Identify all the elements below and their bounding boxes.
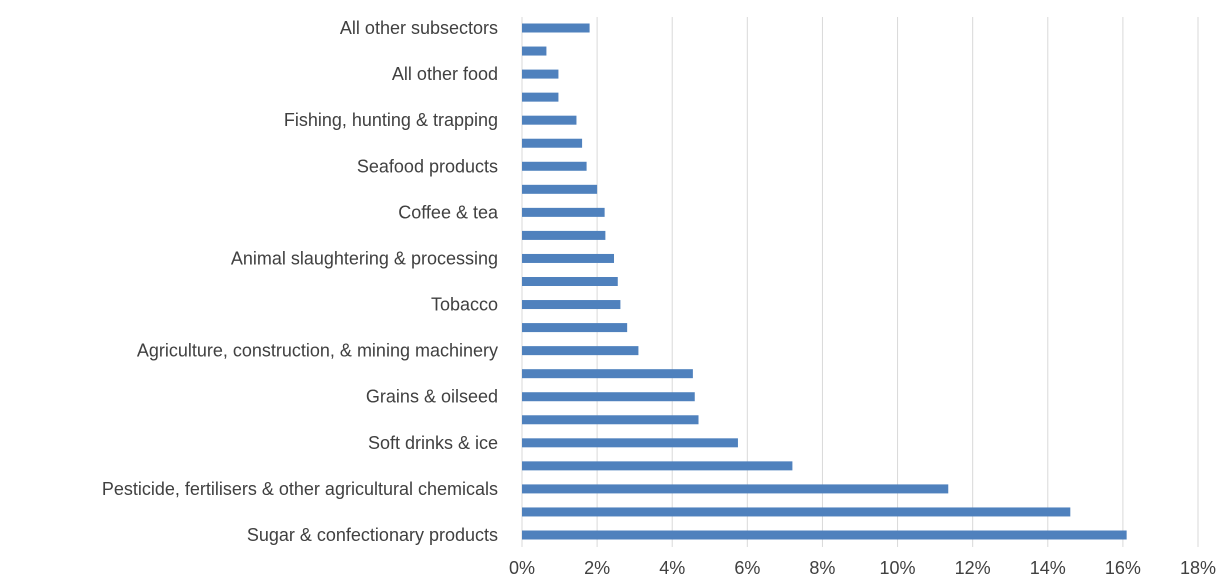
category-label: All other food: [392, 64, 498, 84]
category-label: Animal slaughtering & processing: [231, 248, 498, 268]
bar: [522, 277, 618, 286]
bar: [522, 46, 547, 56]
category-label: Sugar & confectionary products: [247, 525, 498, 545]
bars: [522, 23, 1127, 540]
x-tick-label: 12%: [955, 558, 991, 578]
bar: [522, 115, 577, 125]
bar: [522, 369, 693, 379]
bar: [522, 507, 1071, 517]
bar: [522, 392, 695, 402]
category-label: Agriculture, construction, & mining mach…: [137, 341, 498, 361]
category-label: Grains & oilseed: [366, 387, 498, 407]
bar: [522, 461, 793, 471]
x-tick-label: 6%: [734, 558, 760, 578]
bar: [522, 253, 615, 263]
category-labels: All other subsectors All other food Fishin…: [102, 18, 499, 545]
bar: [522, 415, 699, 425]
category-label: Tobacco: [431, 295, 498, 315]
bar: [522, 300, 621, 310]
category-label: Fishing, hunting & trapping: [284, 110, 498, 130]
bar: [522, 161, 587, 171]
bar: [522, 138, 583, 148]
bar: [522, 230, 606, 240]
bar: [522, 346, 639, 356]
category-label: Soft drinks & ice: [368, 433, 498, 453]
bar: [522, 207, 605, 217]
bar: [522, 323, 628, 333]
x-tick-label: 16%: [1105, 558, 1141, 578]
bar: [522, 69, 559, 79]
x-tick-label: 10%: [880, 558, 916, 578]
gridlines: [521, 17, 1199, 547]
x-tick-label: 0%: [509, 558, 535, 578]
bar: [522, 184, 598, 194]
bar: [522, 92, 559, 102]
bar: [522, 438, 738, 448]
x-tick-label: 14%: [1030, 558, 1066, 578]
bar: [522, 23, 590, 33]
x-tick-label: 8%: [809, 558, 835, 578]
category-label: Seafood products: [357, 156, 498, 176]
x-axis-tick-labels: 0% 2% 4% 6% 8% 10% 12% 14% 16% 18%: [509, 558, 1216, 578]
x-tick-label: 4%: [659, 558, 685, 578]
x-tick-label: 2%: [584, 558, 610, 578]
x-tick-label: 18%: [1180, 558, 1216, 578]
category-label: All other subsectors: [340, 18, 498, 38]
category-label: Pesticide, fertilisers & other agricultu…: [102, 479, 498, 499]
bar: [522, 530, 1127, 540]
bar: [522, 484, 949, 494]
category-label: Coffee & tea: [398, 202, 499, 222]
